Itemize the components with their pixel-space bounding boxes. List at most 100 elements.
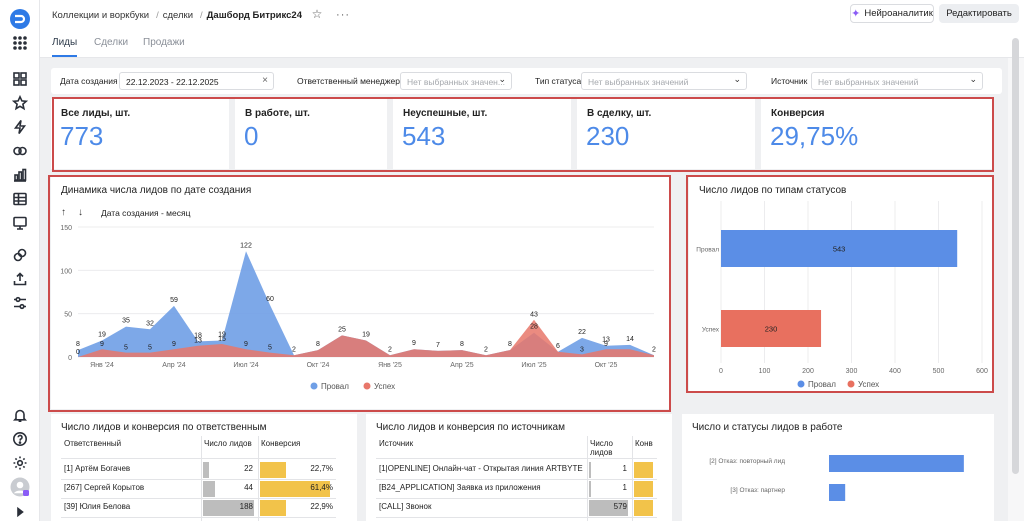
upload-icon[interactable] <box>11 270 29 288</box>
x-tick-label: 100 <box>759 368 771 375</box>
x-tick-label: Июл '25 <box>521 362 546 369</box>
filter-created-input[interactable]: 22.12.2023 - 22.12.2025 × <box>119 72 274 90</box>
column-header[interactable]: Источник <box>379 439 414 448</box>
series-area-fail[interactable] <box>78 251 654 357</box>
table-row[interactable]: [B24_APPLICATION] Заявка из приложения 1 <box>376 480 657 499</box>
data-label: 32 <box>146 320 154 327</box>
filter-source-select[interactable]: Нет выбранных значений ⌄ <box>811 72 983 90</box>
vertical-scrollbar-thumb[interactable] <box>1012 38 1019 474</box>
tab-leads[interactable]: Лиды <box>52 37 78 48</box>
data-label: 9 <box>412 340 416 347</box>
legend-label[interactable]: Провал <box>321 382 349 391</box>
table-icon[interactable] <box>11 190 29 208</box>
data-label: 60 <box>266 296 274 303</box>
lightning-icon[interactable] <box>11 118 29 136</box>
chart-icon[interactable] <box>11 166 29 184</box>
filter-bar: Дата создания 22.12.2023 - 22.12.2025 × … <box>51 68 1002 94</box>
y-tick-label: 0 <box>68 355 72 362</box>
collapse-arrow-icon[interactable] <box>11 503 29 521</box>
neuroanalyst-button[interactable]: ✦ Нейроаналитик <box>850 4 934 23</box>
row-conversion: 22,7% <box>310 464 333 473</box>
column-header[interactable]: Конв <box>635 439 653 448</box>
row-conversion: 61,4% <box>310 483 333 492</box>
sources-table-card: Число лидов и конверсия по источникам Ис… <box>366 414 672 521</box>
apps-grid-icon[interactable] <box>11 34 29 52</box>
header-divider <box>61 458 336 459</box>
column-header[interactable]: Конверсия <box>261 439 301 448</box>
legend-marker <box>310 382 318 390</box>
series-area-success[interactable] <box>78 319 654 357</box>
x-tick-label: Окт '25 <box>595 362 618 369</box>
data-label: 13 <box>194 338 202 345</box>
column-header[interactable]: Число лидов <box>204 439 252 448</box>
table-row[interactable]: [267] Сергей Корытов 44 61,4% <box>61 480 336 499</box>
category-label: Успех <box>702 327 720 334</box>
x-tick-label: 300 <box>846 368 858 375</box>
row-name: [B24_APPLICATION] Заявка из приложения <box>379 483 541 492</box>
edit-button[interactable]: Редактировать <box>939 4 1019 23</box>
x-tick-label: 500 <box>933 368 945 375</box>
legend-label[interactable]: Успех <box>374 382 395 391</box>
breadcrumb-workbook[interactable]: сделки <box>162 10 194 21</box>
data-label: 15 <box>218 336 226 343</box>
status-types-bar-chart: 0 100 200 300 400 500 600 Провал 543 Успех 230 Пров… <box>696 201 988 389</box>
data-label: 2 <box>652 346 656 353</box>
x-tick-label: 0 <box>719 368 723 375</box>
row-count: 188 <box>239 502 253 511</box>
legend-label[interactable]: Успех <box>858 380 879 389</box>
filter-status-label: Тип статуса <box>535 76 582 86</box>
column-divider <box>587 436 588 521</box>
data-label: 18 <box>194 332 202 339</box>
y-tick-label: 100 <box>60 268 72 275</box>
kpi-card-failed: Неуспешные, шт. 543 <box>393 99 571 169</box>
status-bar[interactable] <box>721 310 822 347</box>
sliders-icon[interactable] <box>11 294 29 312</box>
row-divider <box>376 517 657 518</box>
settings-gear-icon[interactable] <box>11 454 29 472</box>
row-divider <box>376 479 657 480</box>
favorite-star-icon[interactable]: ☆ <box>311 7 323 21</box>
table-row[interactable]: [39] Юлия Белова 188 22,9% <box>61 499 336 518</box>
row-conversion: 22,9% <box>310 502 333 511</box>
help-icon[interactable] <box>11 430 29 448</box>
column-header[interactable]: Число лидов <box>590 439 614 457</box>
data-label: 59 <box>170 297 178 304</box>
column-header[interactable]: Ответственный <box>64 439 122 448</box>
work-status-bar[interactable] <box>829 484 846 501</box>
conversion-bar <box>634 462 653 478</box>
table-row[interactable]: [1] Артём Богачев 22 22,7% <box>61 461 336 480</box>
filter-source-placeholder: Нет выбранных значений <box>818 77 919 87</box>
star-icon[interactable] <box>11 94 29 112</box>
link-rings-icon[interactable] <box>11 142 29 160</box>
user-avatar[interactable] <box>10 477 30 497</box>
data-label: 28 <box>530 324 538 331</box>
tab-sales[interactable]: Продажи <box>143 37 185 48</box>
breadcrumb-collections[interactable]: Коллекции и воркбуки <box>52 10 150 21</box>
table-row[interactable]: [1|OPENLINE] Онлайн-чат - Открытая линия… <box>376 461 657 480</box>
app-logo-icon[interactable] <box>9 8 31 30</box>
sort-desc-icon[interactable]: ↓ <box>78 207 83 218</box>
dashboard-grid-icon[interactable] <box>11 70 29 88</box>
status-bar[interactable] <box>721 230 958 267</box>
table-row[interactable]: [CALL] Звонок 579 <box>376 499 657 518</box>
bell-icon[interactable] <box>11 406 29 424</box>
sources-table: Источник Число лидов Конв [1|OPENLINE] Онла… <box>376 436 672 521</box>
more-menu-icon[interactable]: ··· <box>336 9 351 21</box>
connections-icon[interactable] <box>11 246 29 264</box>
chart-title: Динамика числа лидов по дате создания <box>61 185 252 196</box>
tab-deals[interactable]: Сделки <box>94 37 129 48</box>
legend-marker <box>847 380 855 388</box>
monitor-icon[interactable] <box>11 214 29 232</box>
row-name: [267] Сергей Корытов <box>64 483 145 492</box>
sort-asc-icon[interactable]: ↑ <box>61 207 66 218</box>
legend-label[interactable]: Провал <box>808 380 836 389</box>
clear-icon[interactable]: × <box>262 75 268 86</box>
filter-manager-select[interactable]: Нет выбранных значен... ⌄ <box>400 72 512 90</box>
work-status-bar[interactable] <box>829 455 964 472</box>
column-divider <box>258 436 259 521</box>
managers-table: Ответственный Число лидов Конверсия [1] Арт… <box>61 436 351 521</box>
data-label: 6 <box>556 343 560 350</box>
filter-status-select[interactable]: Нет выбранных значений ⌄ <box>581 72 747 90</box>
count-bar <box>589 500 628 516</box>
sort-field-label[interactable]: Дата создания - месяц <box>101 208 191 218</box>
